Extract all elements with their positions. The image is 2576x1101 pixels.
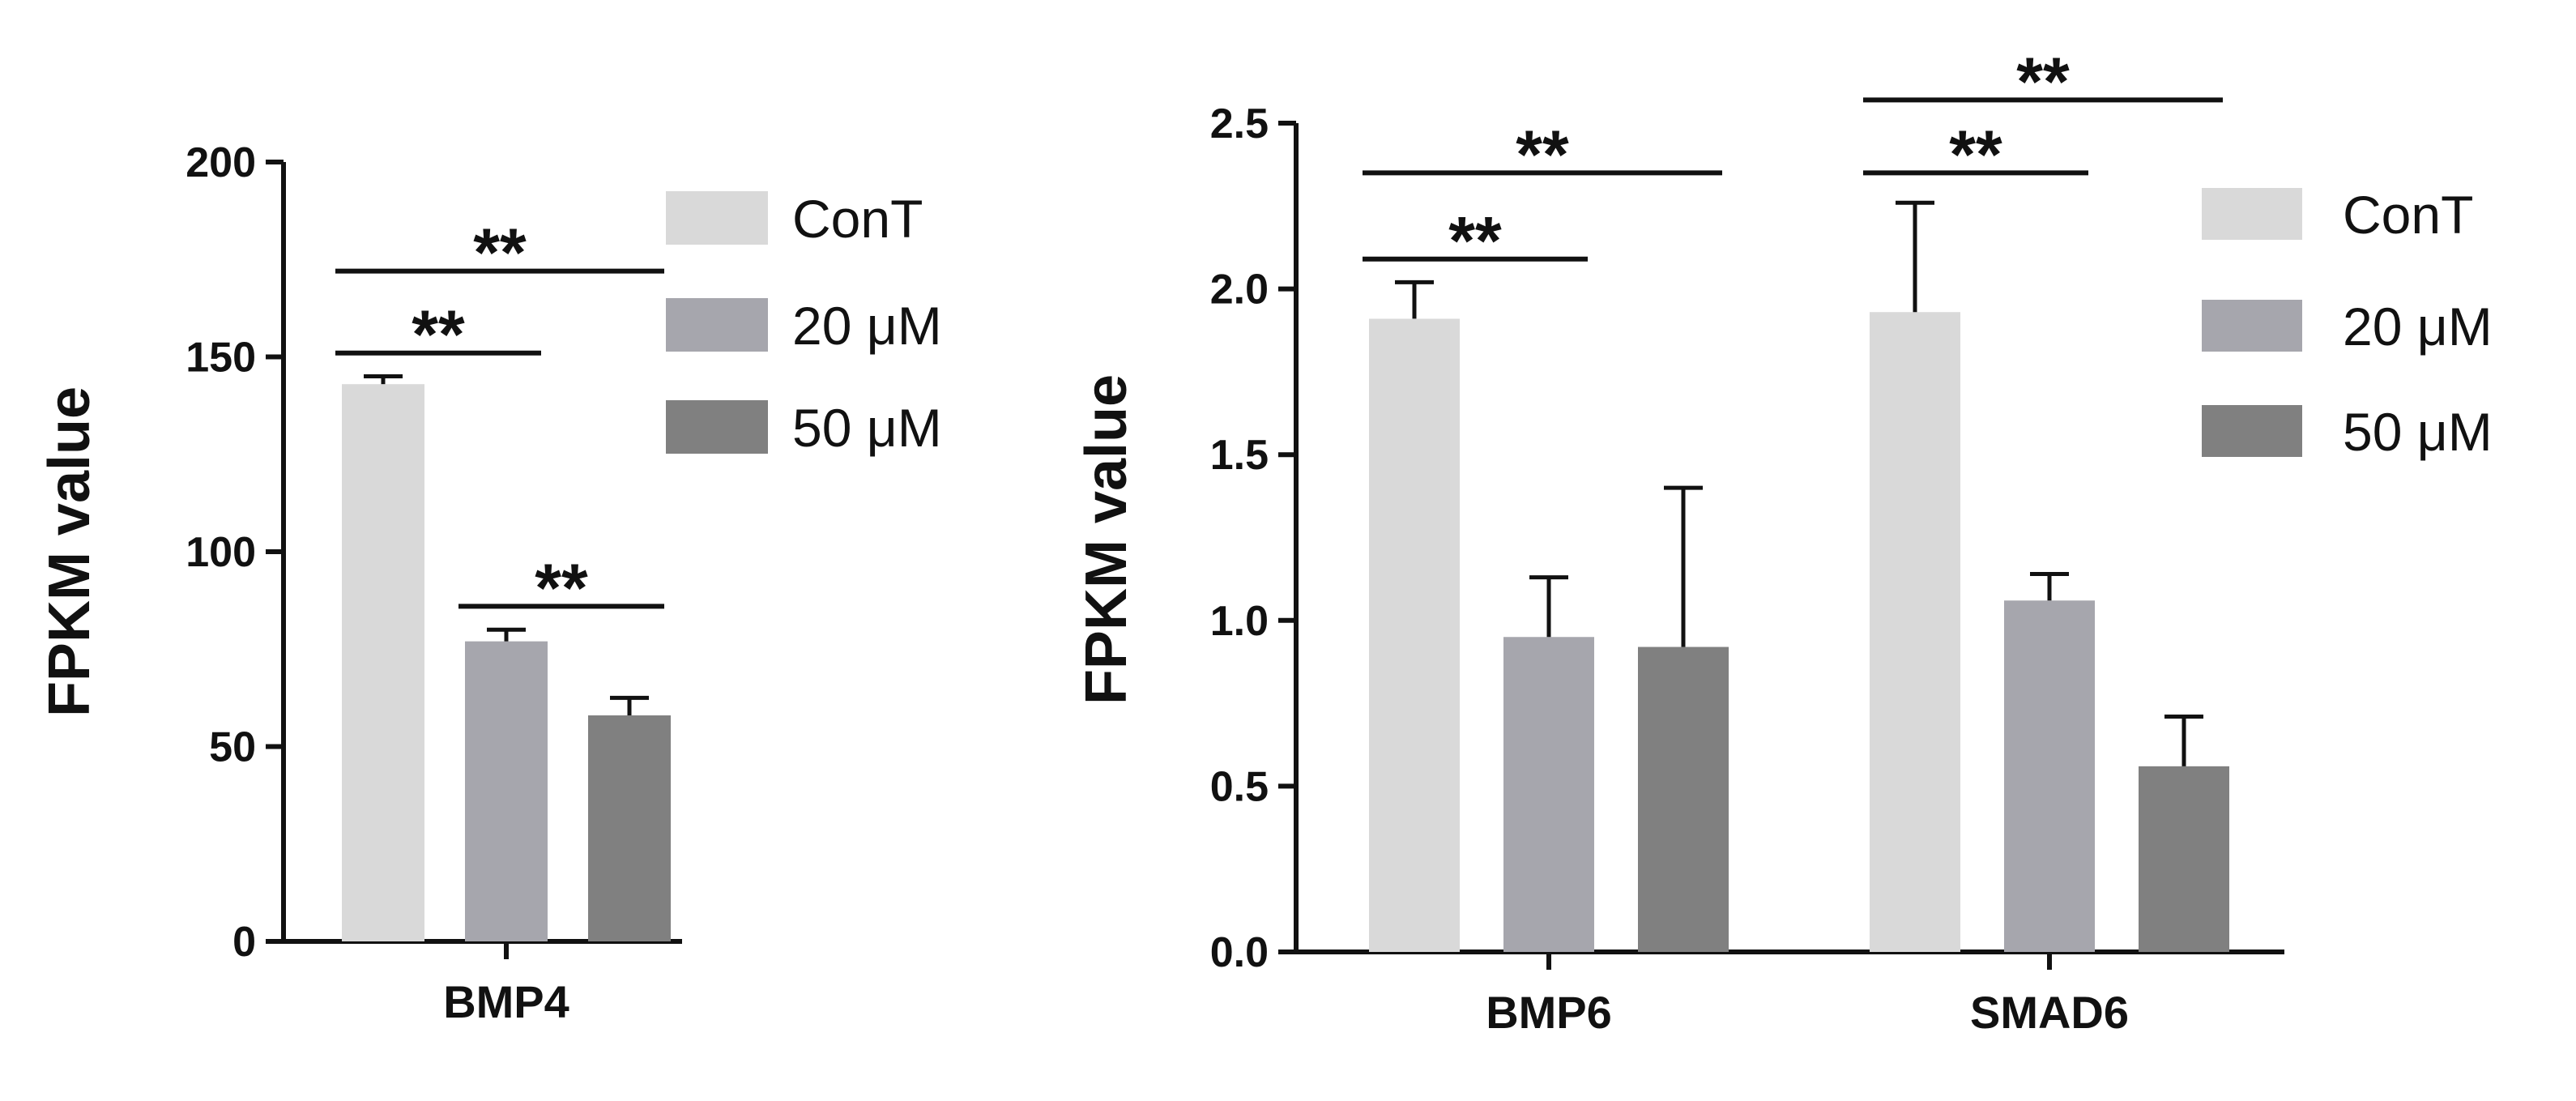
- y-tick-label: 2.5: [1210, 100, 1269, 147]
- legend-swatch: [666, 400, 768, 454]
- x-category-label: SMAD6: [1970, 987, 2129, 1038]
- y-tick-label: 0: [232, 919, 256, 966]
- legend-swatch: [2202, 405, 2302, 457]
- bar: [1870, 312, 1960, 952]
- y-tick-label: 1.0: [1210, 598, 1269, 645]
- y-axis-title: FPKM value: [1074, 374, 1139, 705]
- y-tick-label: 1.5: [1210, 432, 1269, 479]
- significance-label: **: [535, 549, 588, 625]
- legend-label: ConT: [792, 189, 923, 249]
- legend-label: 20 μM: [792, 296, 942, 356]
- bar: [2139, 766, 2229, 952]
- x-category-label: BMP4: [443, 976, 569, 1027]
- bar: [1638, 647, 1729, 952]
- significance-label: **: [1516, 116, 1569, 192]
- x-category-label: BMP6: [1486, 987, 1612, 1038]
- y-tick-label: 50: [209, 724, 256, 771]
- significance-label: **: [473, 215, 527, 291]
- legend-swatch: [666, 191, 768, 245]
- y-axis-title: FPKM value: [37, 386, 102, 717]
- y-tick-label: 2.0: [1210, 267, 1269, 314]
- legend-label: 50 μM: [792, 398, 942, 458]
- bar: [588, 715, 671, 941]
- legend-swatch: [2202, 300, 2302, 352]
- legend-label: 50 μM: [2343, 402, 2493, 462]
- legend-label: ConT: [2343, 185, 2473, 245]
- significance-label: **: [1949, 116, 2002, 192]
- y-tick-label: 150: [186, 335, 256, 382]
- bar: [465, 641, 548, 941]
- y-tick-label: 200: [186, 139, 256, 186]
- bar: [1503, 637, 1594, 952]
- bar: [2004, 600, 2095, 952]
- legend-swatch: [2202, 188, 2302, 240]
- y-tick-label: 0.0: [1210, 929, 1269, 976]
- significance-label: **: [2016, 43, 2070, 119]
- y-tick-label: 0.5: [1210, 763, 1269, 810]
- bar: [342, 384, 424, 941]
- legend-swatch: [666, 298, 768, 352]
- legend-label: 20 μM: [2343, 297, 2493, 356]
- bar: [1369, 318, 1460, 953]
- significance-label: **: [1448, 203, 1502, 279]
- y-tick-label: 100: [186, 529, 256, 576]
- significance-label: **: [412, 297, 465, 373]
